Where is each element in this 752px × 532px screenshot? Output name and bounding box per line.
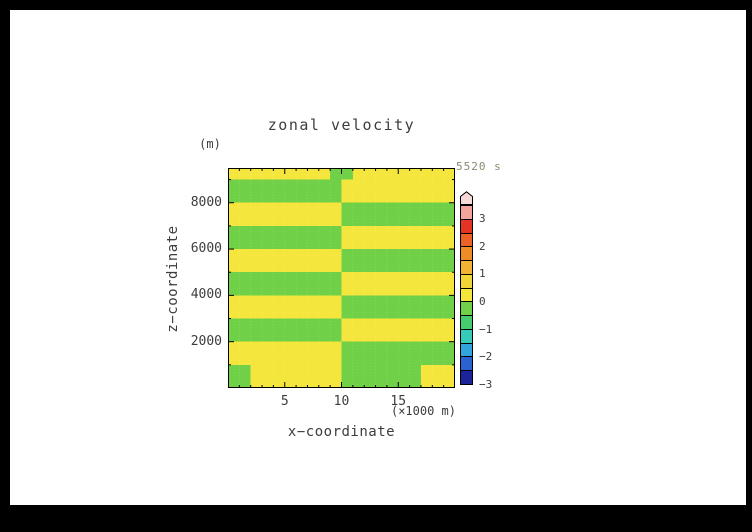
x-tick-label: 5 <box>280 394 289 409</box>
colorbar-segment <box>461 329 472 344</box>
colorbar <box>460 190 473 385</box>
y-axis-unit-label: (m) <box>199 137 221 151</box>
colorbar-segment <box>461 274 472 289</box>
colorbar-segment <box>461 219 472 234</box>
colorbar-label: −1 <box>479 322 493 336</box>
x-tick-label: 15 <box>390 394 407 409</box>
colorbar-label: 2 <box>479 239 486 253</box>
colorbar-top-arrow-icon <box>460 191 473 205</box>
y-tick-label: 4000 <box>190 287 222 303</box>
colorbar-segment <box>461 357 472 372</box>
colorbar-segments <box>460 205 473 385</box>
x-tick-label: 10 <box>333 394 350 409</box>
y-tick-label: 8000 <box>190 194 222 210</box>
colorbar-label: 0 <box>479 294 486 308</box>
heatmap-plot-area <box>228 168 455 388</box>
time-stamp-label: 5520 s <box>456 160 502 173</box>
colorbar-label: −2 <box>479 350 493 364</box>
colorbar-segment <box>461 206 472 220</box>
heatmap-cells <box>228 168 455 388</box>
axes-frame-and-ticks <box>228 168 455 388</box>
y-tick-label: 6000 <box>190 241 222 257</box>
colorbar-segment <box>461 288 472 303</box>
colorbar-segment <box>461 371 472 384</box>
colorbar-segment <box>461 316 472 330</box>
x-axis-title: x−coordinate <box>287 424 396 440</box>
colorbar-segment <box>461 302 472 317</box>
chart-title: zonal velocity <box>267 116 416 134</box>
colorbar-segment <box>461 343 472 358</box>
colorbar-label: 3 <box>479 211 486 225</box>
colorbar-label: −3 <box>479 378 493 391</box>
x-axis-unit-label: (×1000 m) <box>390 404 456 418</box>
figure-canvas: zonal velocity (m) 5520 s z−coordinate (… <box>10 10 746 505</box>
heatmap-svg <box>228 168 455 388</box>
y-tick-label: 2000 <box>190 333 222 349</box>
colorbar-segment <box>461 261 472 275</box>
mesh-gridlines <box>239 168 444 388</box>
colorbar-segment <box>461 233 472 248</box>
colorbar-label: 1 <box>479 267 486 281</box>
colorbar-segment <box>461 247 472 262</box>
